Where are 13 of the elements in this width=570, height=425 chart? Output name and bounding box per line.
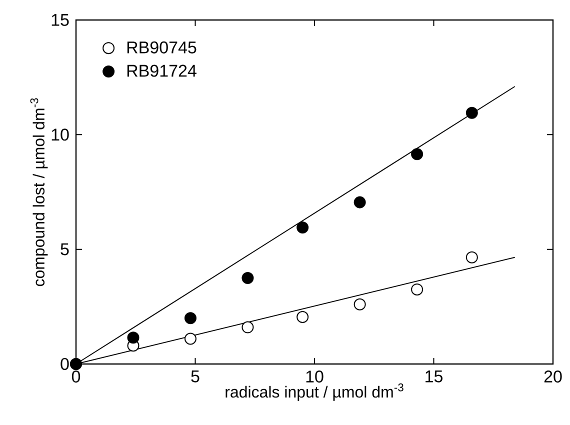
y-tick-label: 5	[60, 243, 69, 256]
x-tick-label: 0	[72, 370, 80, 383]
x-tick-label: 10	[306, 370, 324, 383]
x-axis-title: radicals input / µmol dm$^{-3}$	[226, 383, 404, 401]
y-axis-title: compound lost / µmol dm$^{-3}$	[30, 98, 48, 286]
x-tick-label: 5	[191, 370, 200, 382]
legend-label: RB91724	[127, 64, 196, 77]
y-tick-label: 15	[52, 14, 69, 26]
x-tick-label: 15	[426, 370, 442, 382]
legend-label: RB90745	[127, 41, 196, 54]
y-tick-label: 0	[60, 358, 69, 370]
y-tick-label: 10	[52, 128, 69, 141]
x-tick-label: 20	[544, 370, 562, 383]
